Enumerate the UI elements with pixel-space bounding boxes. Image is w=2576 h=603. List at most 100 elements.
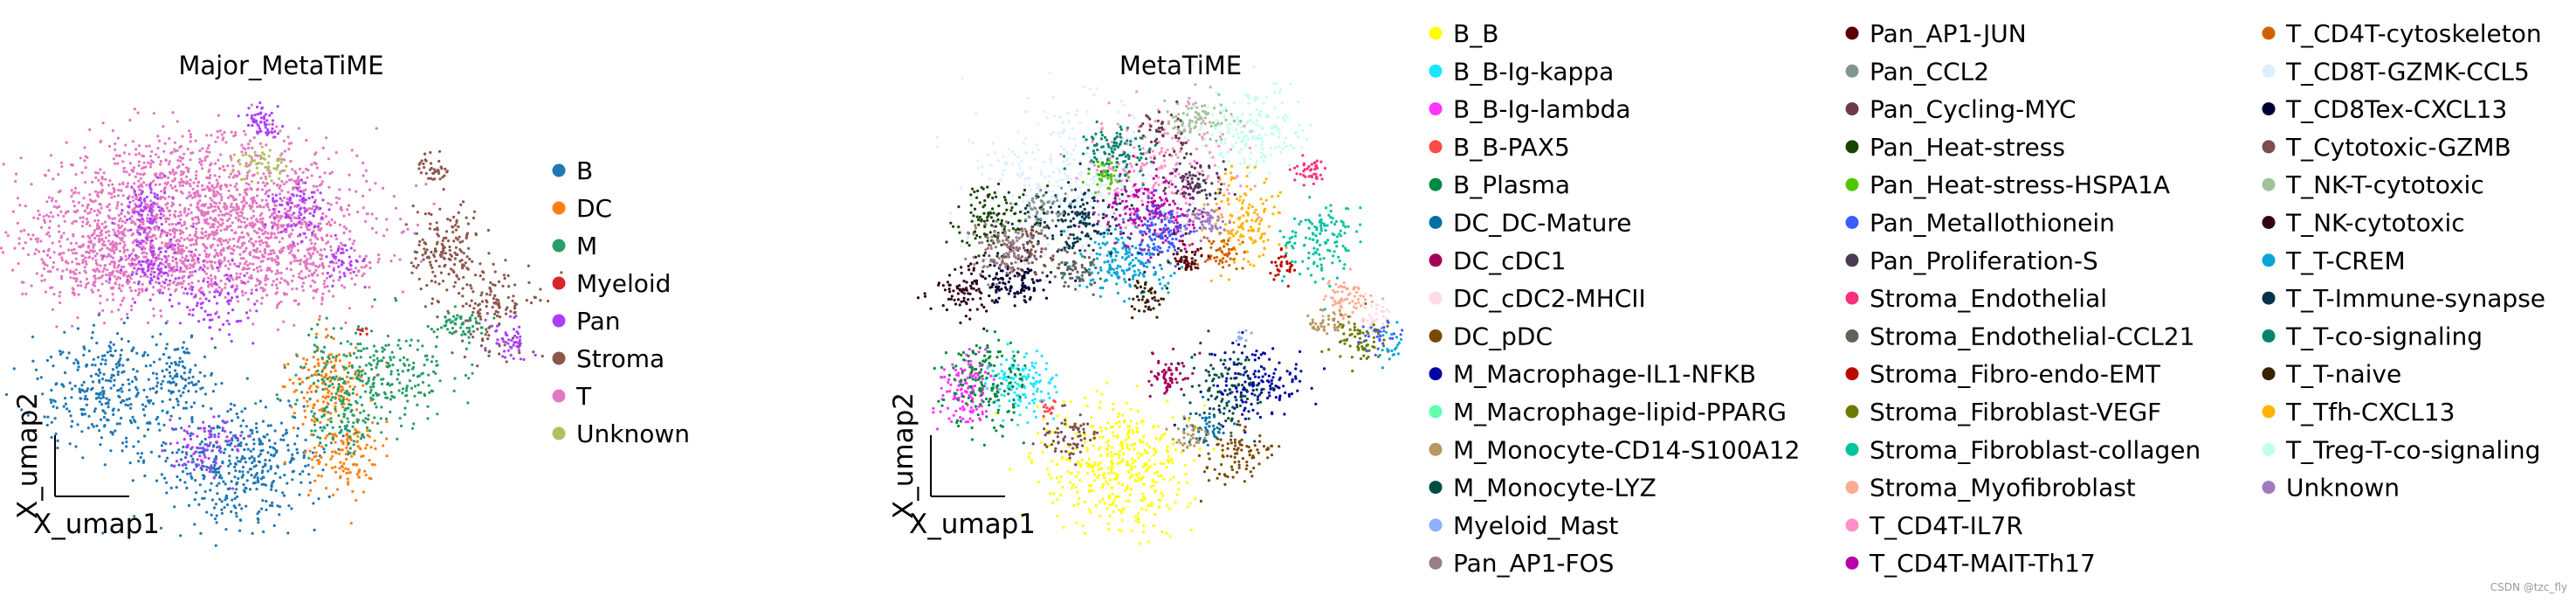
data-point xyxy=(314,451,318,454)
data-point xyxy=(113,222,116,225)
data-point xyxy=(465,347,468,350)
data-point xyxy=(150,239,154,242)
data-point xyxy=(122,321,126,325)
data-point xyxy=(222,248,225,252)
data-point xyxy=(479,331,484,335)
data-point xyxy=(350,408,354,412)
data-point xyxy=(220,508,224,511)
data-point xyxy=(119,276,122,280)
data-point xyxy=(276,464,279,468)
data-point xyxy=(87,251,91,254)
data-point xyxy=(279,184,282,188)
data-point xyxy=(272,222,276,225)
data-point xyxy=(303,254,307,258)
data-point xyxy=(92,425,95,428)
data-point xyxy=(297,214,300,218)
data-point xyxy=(208,318,212,322)
data-point xyxy=(141,217,144,221)
data-point xyxy=(325,316,328,320)
data-point xyxy=(134,375,137,379)
data-point xyxy=(208,168,211,171)
data-point xyxy=(363,469,367,473)
data-point xyxy=(327,265,331,268)
data-point xyxy=(276,184,279,187)
data-point xyxy=(313,419,316,424)
data-point xyxy=(331,436,334,440)
data-point xyxy=(172,235,176,239)
data-point xyxy=(504,312,508,315)
data-point xyxy=(218,167,222,170)
data-point xyxy=(336,387,340,391)
data-point xyxy=(226,440,230,443)
data-point xyxy=(373,376,376,379)
data-point xyxy=(183,211,186,214)
data-point xyxy=(460,259,464,262)
data-point xyxy=(277,210,281,213)
data-point xyxy=(114,148,117,151)
data-point xyxy=(210,184,214,188)
data-point xyxy=(308,397,312,400)
data-point xyxy=(291,288,294,291)
data-point xyxy=(370,226,375,230)
data-point xyxy=(77,201,80,204)
data-point xyxy=(141,461,145,464)
data-point xyxy=(195,242,198,246)
data-point xyxy=(59,161,64,164)
data-point xyxy=(334,397,337,400)
data-point xyxy=(107,401,110,405)
data-point xyxy=(322,345,327,349)
data-point xyxy=(148,387,152,391)
data-point xyxy=(203,455,207,459)
data-point xyxy=(308,211,312,215)
data-point xyxy=(236,447,239,452)
data-point xyxy=(86,246,90,249)
data-point xyxy=(279,438,283,441)
data-point xyxy=(76,423,79,426)
data-point xyxy=(31,405,36,408)
data-point xyxy=(162,375,166,378)
data-point xyxy=(194,295,197,298)
data-point xyxy=(100,222,104,225)
data-point xyxy=(141,288,144,291)
data-point xyxy=(121,237,124,240)
data-point xyxy=(45,358,50,363)
data-point xyxy=(448,330,451,335)
data-point xyxy=(320,216,324,219)
data-point xyxy=(238,503,241,507)
data-point xyxy=(307,197,311,200)
data-point xyxy=(259,477,263,481)
data-point xyxy=(127,262,131,266)
data-point xyxy=(312,214,315,218)
data-point xyxy=(541,354,544,358)
data-point xyxy=(326,271,329,275)
data-point xyxy=(168,269,171,273)
data-point xyxy=(136,426,140,430)
data-point xyxy=(175,189,179,192)
data-point xyxy=(76,209,79,212)
data-point xyxy=(159,308,162,312)
data-point xyxy=(295,447,299,451)
data-point xyxy=(113,264,116,267)
data-point xyxy=(72,252,75,255)
data-point xyxy=(185,347,189,350)
data-point xyxy=(195,304,199,308)
data-point xyxy=(170,426,174,431)
data-point xyxy=(239,211,243,214)
data-point xyxy=(220,243,224,246)
data-point xyxy=(198,161,202,164)
data-point xyxy=(198,198,202,203)
data-point xyxy=(256,122,259,126)
data-point xyxy=(190,476,194,481)
data-point xyxy=(167,217,171,221)
data-point xyxy=(441,239,444,242)
data-point xyxy=(185,267,189,270)
data-point xyxy=(127,152,131,156)
data-point xyxy=(114,162,117,165)
data-point xyxy=(266,205,270,209)
data-point xyxy=(224,528,228,531)
data-point xyxy=(109,386,113,390)
data-point xyxy=(95,252,99,255)
data-point xyxy=(302,405,306,408)
data-point xyxy=(137,460,141,463)
data-point xyxy=(184,166,188,170)
